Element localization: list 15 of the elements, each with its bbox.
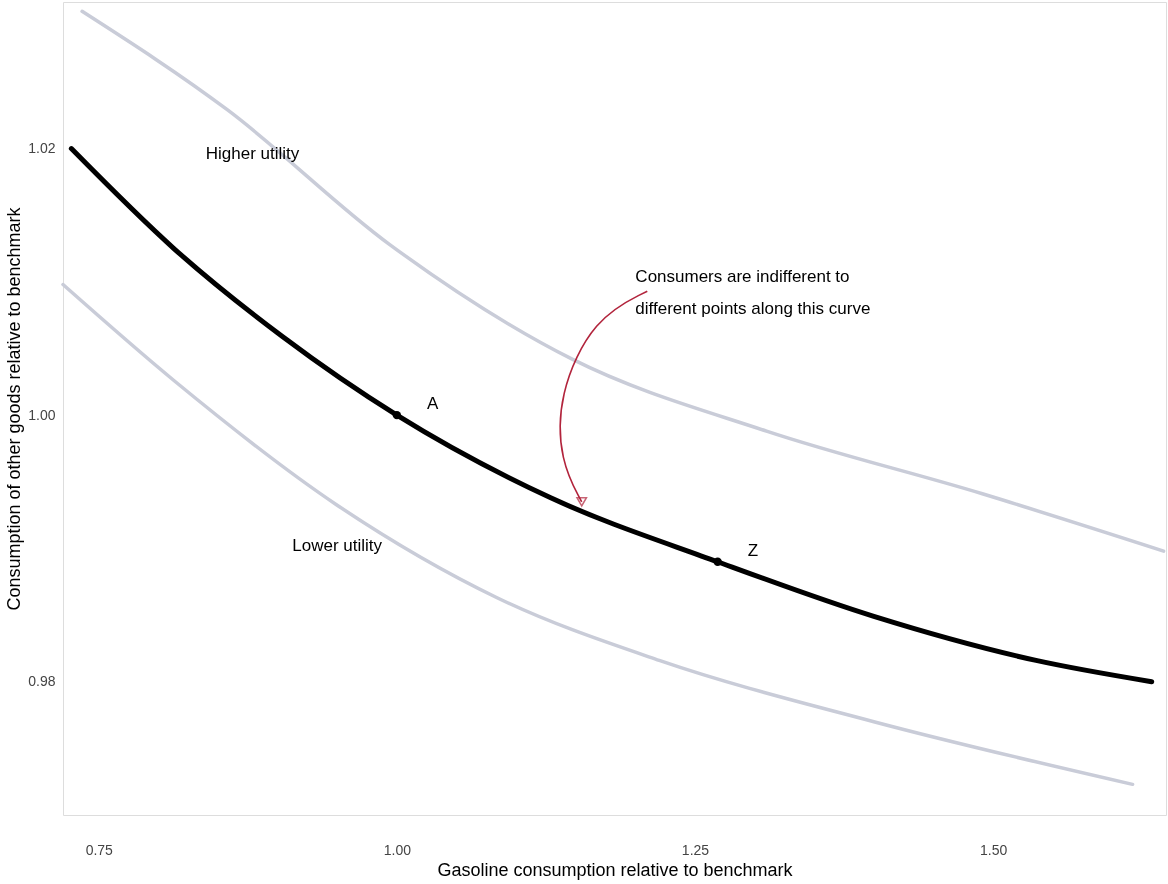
x-tick-label: 0.75 [85,841,114,858]
x-tick-label: 1.25 [681,841,710,858]
x-axis-title: Gasoline consumption relative to benchmark [437,859,794,880]
x-tick-label: 1.50 [979,841,1008,858]
y-tick-label: 1.00 [28,406,56,423]
series-label: Lower utility [292,536,383,556]
x-tick-label: 1.00 [383,841,412,858]
y-axis-title: Consumption of other goods relative to benchmark [4,206,25,611]
annotation: A [426,394,439,414]
annotation: Z [747,540,759,560]
y-tick-label: 0.98 [28,673,56,690]
line-series [61,282,1135,787]
annotation: Consumers are indifferent to different points along this curve [635,266,871,318]
series-label: Higher utility [205,143,300,163]
y-tick-label: 1.02 [28,140,56,157]
